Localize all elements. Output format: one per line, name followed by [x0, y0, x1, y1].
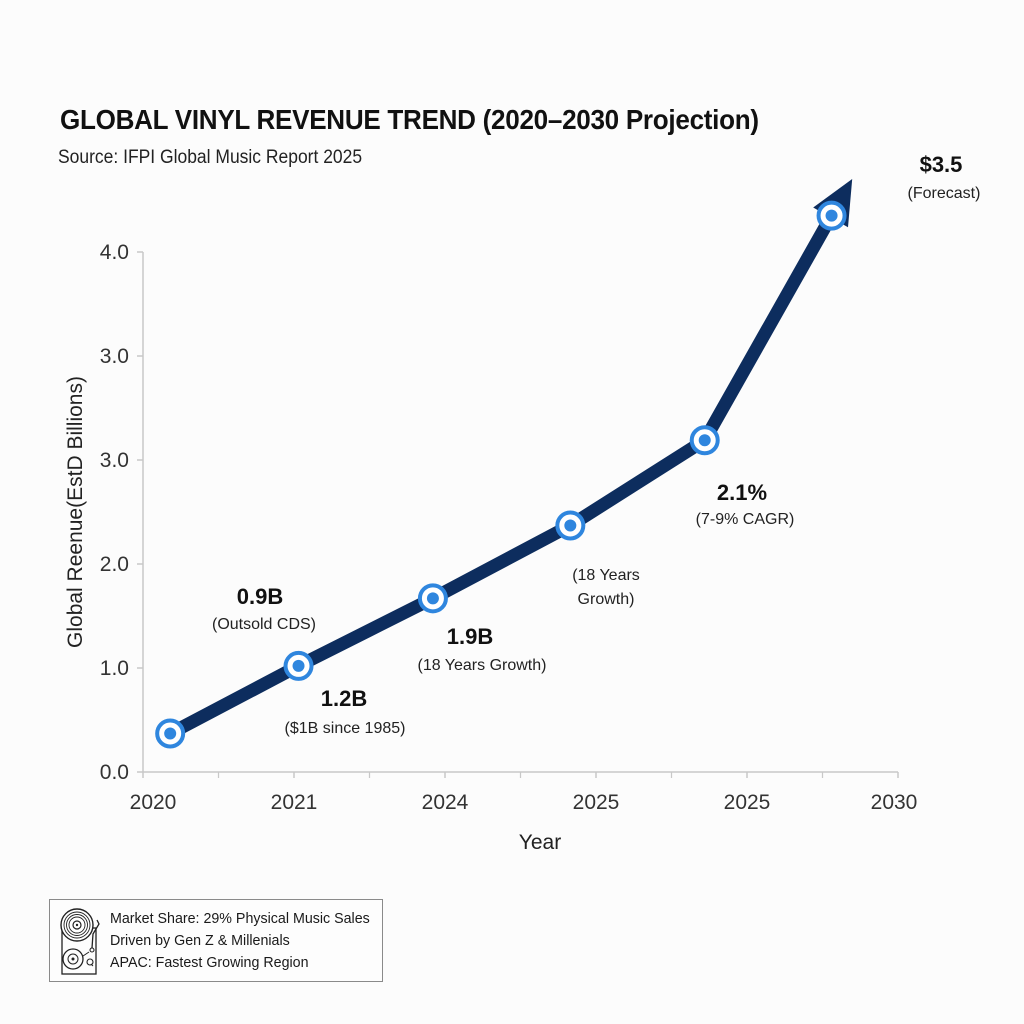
data-point [555, 510, 586, 541]
y-axis-ticks: 0.0 1.0 2.0 3.0 3.0 4.0 [100, 241, 143, 784]
annotation-main: 0.9B [237, 584, 283, 609]
annotation-sub: (18 Years [572, 567, 640, 584]
data-annotations: 0.9B (Outsold CDS) 1.2B ($1B since 1985)… [212, 152, 980, 737]
annotation-sub: (18 Years Growth) [418, 657, 547, 674]
annotation-sub: (7-9% CAGR) [696, 511, 795, 528]
y-tick-label: 1.0 [100, 657, 129, 680]
series-line [163, 179, 853, 740]
turntable-record-icon [60, 908, 100, 975]
data-point [816, 200, 847, 231]
data-markers [155, 200, 847, 749]
chart-title: GLOBAL VINYL REVENUE TREND (2020–2030 Pr… [60, 104, 759, 135]
x-tick-label: 2021 [271, 791, 318, 814]
y-tick-label: 3.0 [100, 449, 129, 472]
annotation-main: 1.2B [321, 686, 367, 711]
y-tick-label: 0.0 [100, 761, 129, 784]
y-tick-label: 3.0 [100, 345, 129, 368]
x-tick-label: 2024 [422, 791, 469, 814]
x-axis-title: Year [519, 831, 561, 854]
annotation-sub: Growth) [578, 591, 635, 608]
info-line-region: APAC: Fastest Growing Region [110, 954, 309, 971]
data-point [689, 425, 720, 456]
info-line-market-share: Market Share: 29% Physical Music Sales [110, 910, 370, 927]
x-tick-label: 2025 [724, 791, 771, 814]
marker-dot [825, 209, 838, 222]
annotation-sub: (Outsold CDS) [212, 616, 316, 633]
x-tick-label: 2020 [130, 791, 177, 814]
marker-dot [564, 519, 577, 532]
data-point [417, 583, 448, 614]
y-tick-label: 4.0 [100, 241, 129, 264]
data-point [155, 718, 186, 749]
info-box-text: Market Share: 29% Physical Music Sales D… [110, 908, 383, 974]
annotation-sub: (Forecast) [908, 185, 981, 202]
marker-dot [426, 592, 439, 605]
series-path [163, 205, 840, 740]
info-box: Market Share: 29% Physical Music Sales D… [49, 899, 383, 982]
marker-dot [292, 659, 305, 672]
x-tick-label: 2030 [871, 791, 918, 814]
x-tick-label: 2025 [573, 791, 620, 814]
marker-dot [698, 434, 711, 447]
y-axis-title: Global Reenue(EstD Billions) [64, 376, 87, 648]
data-point [283, 650, 314, 681]
marker-dot [164, 727, 177, 740]
info-line-drivers: Driven by Gen Z & Millenials [110, 932, 290, 949]
x-axis-ticks: 2020 2021 2024 2025 2025 2030 [130, 772, 918, 814]
annotation-main: 1.9B [447, 624, 493, 649]
annotation-sub: ($1B since 1985) [285, 720, 406, 737]
annotation-main: $3.5 [920, 152, 963, 177]
annotation-main: 2.1% [717, 480, 767, 505]
chart-subtitle: Source: IFPI Global Music Report 2025 [58, 147, 363, 168]
y-tick-label: 2.0 [100, 553, 129, 576]
